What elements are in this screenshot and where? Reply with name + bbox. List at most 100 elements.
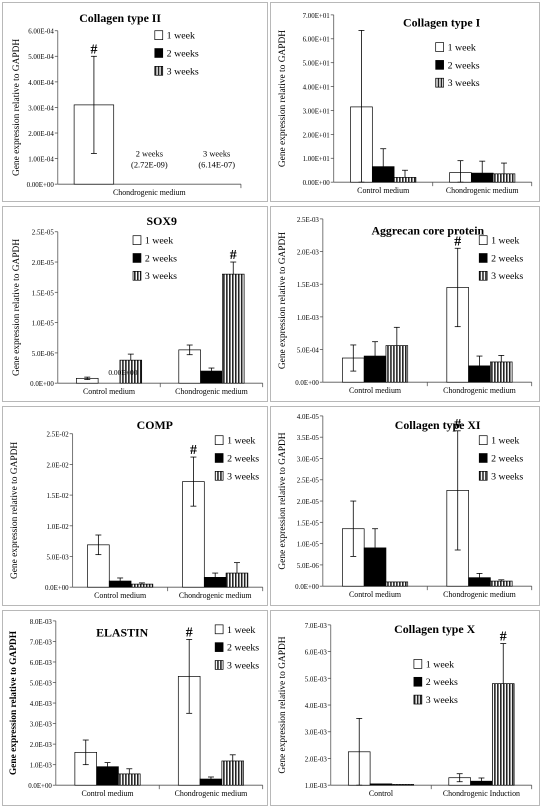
- legend-swatch: [154, 66, 164, 76]
- bar: [225, 572, 249, 588]
- y-axis-label: Gene expression relative to GAPDH: [10, 442, 20, 579]
- legend-label: 3 weeks: [227, 660, 259, 671]
- y-tick-label: 1.5E-02: [47, 493, 70, 500]
- chart-svg-aggrecan: Aggrecan core protein Gene expression rel…: [278, 217, 533, 395]
- chart-title: Collagen type XI: [395, 418, 481, 432]
- y-tick-label: 2.0E-05: [32, 260, 55, 267]
- bar: [130, 583, 154, 588]
- legend-swatch: [478, 471, 488, 481]
- bar-value-note: (2.72E-09): [131, 160, 168, 169]
- chart-title: Aggrecan core protein: [371, 224, 484, 238]
- legend-label: 2 weeks: [227, 453, 259, 464]
- bar: [385, 581, 409, 587]
- legend-label: 1 week: [167, 31, 195, 42]
- legend-label: 3 weeks: [227, 471, 259, 482]
- y-tick-label: 0.00E+00: [303, 180, 331, 187]
- significance-mark: #: [186, 624, 193, 639]
- bar: [363, 355, 387, 383]
- bar: [371, 166, 395, 183]
- chart-svg-sox9: SOX9 Gene expression relative to GAPDH 0.0…: [12, 214, 264, 396]
- significance-mark: #: [190, 442, 197, 457]
- bar: [200, 370, 223, 384]
- legend-label: 1 week: [448, 43, 476, 54]
- chart-title: Collagen type II: [79, 11, 161, 25]
- legend-swatch: [154, 48, 164, 58]
- y-tick-label: 5.0E-06: [32, 351, 55, 358]
- y-tick-label: 3.00E+01: [303, 108, 331, 115]
- legend-label: 3 weeks: [167, 66, 199, 77]
- y-tick-label: 0.0E+00: [45, 585, 69, 592]
- bar: [391, 784, 415, 786]
- y-tick-label: 7.00E+01: [303, 13, 331, 20]
- y-tick-label: 6.0E-03: [305, 650, 328, 657]
- chart-title: Collagen type I: [403, 16, 481, 30]
- y-tick-label: 1.0E-02: [47, 524, 70, 531]
- legend-swatch: [478, 253, 488, 263]
- legend-label: 1 week: [491, 236, 519, 247]
- legend-swatch: [214, 624, 224, 635]
- chart-svg-comp: COMP Gene expression relative to GAPDH 0.0…: [10, 418, 264, 600]
- legend-swatch: [132, 270, 142, 281]
- y-tick-label: 6.0E-03: [30, 660, 53, 667]
- bar: [199, 778, 223, 786]
- y-tick-label: 3.00E-04: [28, 105, 54, 112]
- legend-label: 3 weeks: [448, 78, 480, 89]
- y-tick-label: 2.0E-03: [305, 756, 328, 763]
- y-tick-label: 0.0E+00: [295, 584, 319, 591]
- y-tick-label: 2.5E-05: [32, 230, 55, 237]
- chart-svg-collagen-i: Collagen type I Gene expression relative …: [278, 13, 533, 195]
- chart-svg-collagen-ii: Collagen type II Gene expression relative…: [12, 11, 242, 197]
- x-tick-label: Control medium: [94, 591, 147, 600]
- bar: [470, 780, 493, 786]
- x-tick-label: Chondrogenic medium: [175, 387, 249, 396]
- y-tick-label: 1.00E-04: [28, 157, 54, 164]
- legend-label: 3 weeks: [426, 695, 458, 706]
- y-tick-label: 0.00E+00: [27, 182, 55, 189]
- y-axis-label: Gene expression relative to GAPDH: [9, 630, 19, 775]
- legend-swatch: [478, 435, 488, 445]
- bar: [468, 365, 491, 383]
- chart-svg-collagen-xi: Collagen type XI Gene expression relative…: [278, 414, 533, 599]
- chart-panel-sox9: SOX9 Gene expression relative to GAPDH 0.0…: [2, 206, 268, 402]
- bar: [470, 172, 494, 183]
- y-axis-label: Gene expression relative to GAPDH: [278, 232, 288, 369]
- chart-title: Collagen type X: [394, 622, 475, 636]
- y-tick-label: 2.0E-03: [297, 250, 320, 257]
- y-tick-label: 2.5E-03: [297, 217, 320, 224]
- y-tick-label: 0.0E+00: [295, 380, 319, 387]
- legend-swatch: [214, 642, 224, 652]
- x-tick-label: Control medium: [349, 590, 402, 599]
- chart-title: SOX9: [147, 214, 177, 228]
- bar: [203, 577, 227, 588]
- y-tick-label: 5.00E-04: [28, 54, 54, 61]
- legend-label: 2 weeks: [491, 453, 523, 464]
- y-tick-label: 3.5E-05: [297, 435, 320, 442]
- chart-panel-collagen-xi: Collagen type XI Gene expression relative…: [270, 406, 540, 606]
- legend-label: 3 weeks: [491, 271, 523, 282]
- y-tick-label: 5.0E-03: [305, 676, 328, 683]
- bar: [468, 577, 491, 587]
- x-tick-label: Chondrogenic medium: [443, 590, 517, 599]
- chart-svg-collagen-x: Collagen type X Gene expression relative …: [278, 622, 533, 798]
- y-tick-label: 7.0E-03: [30, 639, 53, 646]
- legend-label: 3 weeks: [145, 271, 177, 282]
- legend-swatch: [435, 77, 444, 88]
- y-tick-label: 1.00E+01: [303, 156, 331, 163]
- bar-value-note: 3 weeks: [203, 149, 230, 158]
- legend-swatch: [132, 253, 142, 263]
- legend-swatch: [214, 435, 224, 445]
- y-tick-label: 5.00E+01: [303, 61, 331, 68]
- legend-swatch: [413, 676, 423, 687]
- bar-value-note: 2 weeks: [136, 149, 163, 158]
- y-tick-label: 1.0E-03: [30, 763, 53, 770]
- chart-title: ELASTIN: [96, 626, 149, 640]
- y-tick-label: 0.0E+00: [28, 783, 52, 790]
- y-tick-label: 4.0E-03: [30, 701, 53, 708]
- significance-mark: #: [230, 247, 237, 262]
- legend-swatch: [413, 694, 423, 705]
- legend-label: 2 weeks: [167, 48, 199, 59]
- bar: [492, 683, 515, 786]
- x-tick-label: Control medium: [82, 789, 135, 798]
- legend-swatch: [478, 453, 488, 463]
- significance-mark: #: [454, 416, 461, 431]
